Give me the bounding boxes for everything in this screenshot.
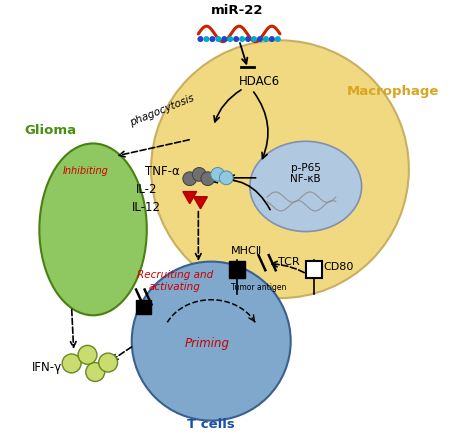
Circle shape	[233, 36, 239, 42]
Circle shape	[183, 172, 197, 186]
Circle shape	[99, 353, 118, 372]
Circle shape	[203, 36, 210, 42]
FancyBboxPatch shape	[229, 261, 245, 278]
Circle shape	[219, 171, 233, 185]
Text: p-P65
NF-κB: p-P65 NF-κB	[291, 163, 321, 184]
Text: MHCⅡ: MHCⅡ	[230, 246, 262, 256]
Circle shape	[269, 36, 275, 42]
Text: phagocytosis: phagocytosis	[128, 94, 195, 128]
Circle shape	[263, 36, 269, 42]
Polygon shape	[183, 191, 197, 204]
Text: Tumor antigen: Tumor antigen	[230, 283, 286, 291]
Text: TNF-α: TNF-α	[145, 165, 179, 178]
Text: Inhibiting: Inhibiting	[62, 166, 108, 177]
Circle shape	[227, 36, 233, 42]
Circle shape	[257, 36, 263, 42]
Circle shape	[245, 36, 251, 42]
FancyBboxPatch shape	[137, 300, 151, 314]
Text: TCR: TCR	[278, 257, 300, 267]
Text: miR-22: miR-22	[211, 4, 263, 17]
Circle shape	[78, 345, 97, 364]
Text: T cells: T cells	[187, 418, 235, 431]
Circle shape	[239, 36, 245, 42]
Circle shape	[275, 36, 281, 42]
Text: IL-12: IL-12	[132, 201, 161, 215]
Circle shape	[221, 36, 228, 42]
Ellipse shape	[39, 143, 147, 316]
Circle shape	[210, 36, 215, 42]
Text: Recruiting and
activating: Recruiting and activating	[137, 270, 213, 292]
Text: Glioma: Glioma	[24, 124, 76, 137]
Circle shape	[215, 36, 221, 42]
Circle shape	[201, 172, 215, 186]
FancyBboxPatch shape	[306, 261, 322, 278]
Text: Priming: Priming	[184, 337, 229, 350]
Text: HDAC6: HDAC6	[239, 75, 280, 88]
Text: CD80: CD80	[324, 262, 354, 272]
Circle shape	[211, 167, 225, 181]
Circle shape	[151, 40, 409, 298]
Circle shape	[132, 262, 291, 420]
Circle shape	[251, 36, 257, 42]
Text: IL-2: IL-2	[136, 184, 157, 196]
Circle shape	[198, 36, 203, 42]
Circle shape	[62, 354, 81, 373]
Ellipse shape	[250, 141, 362, 232]
Text: Macrophage: Macrophage	[346, 85, 439, 98]
Circle shape	[86, 363, 105, 382]
Text: IFN-γ: IFN-γ	[32, 361, 62, 374]
Circle shape	[192, 167, 206, 181]
Polygon shape	[193, 197, 207, 209]
